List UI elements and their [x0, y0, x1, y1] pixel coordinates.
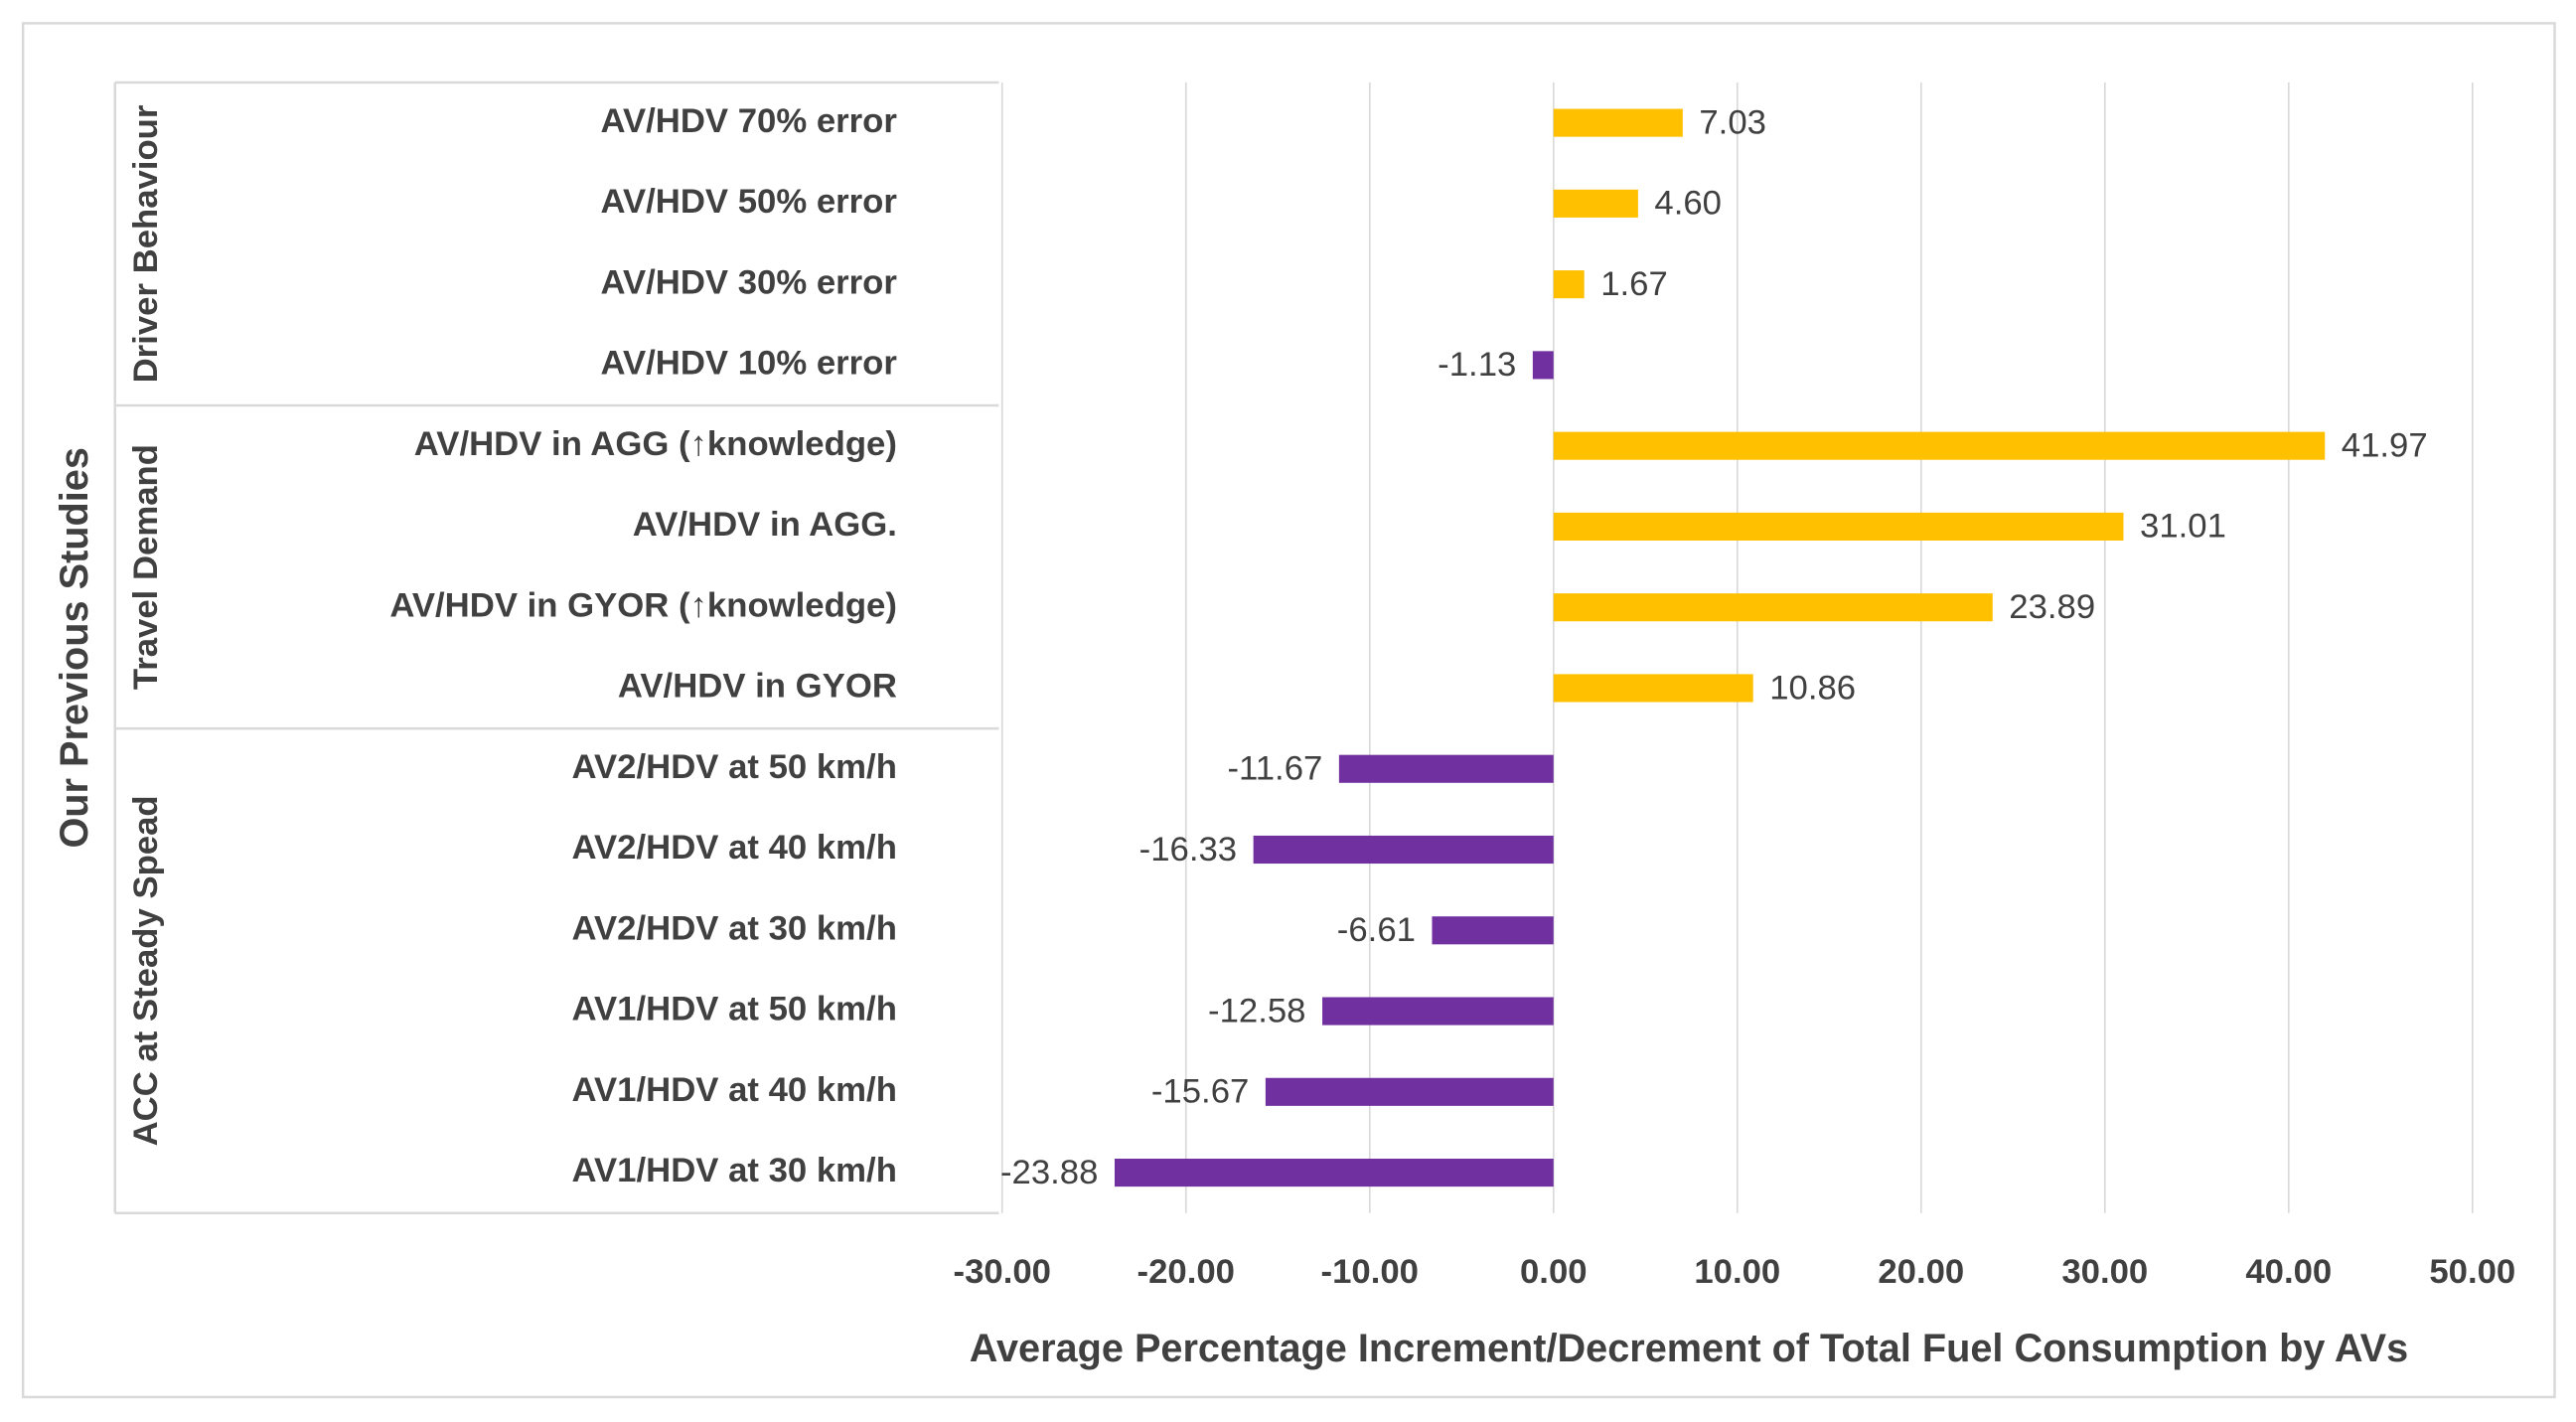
- value-label: 31.01: [2140, 508, 2226, 546]
- bar: [1553, 189, 1638, 218]
- bar: [1553, 593, 1993, 622]
- value-label: -12.58: [1208, 992, 1305, 1029]
- y-tick-label: AV2/HDV at 50 km/h: [572, 748, 897, 786]
- y-tick-label: AV/HDV in GYOR (↑knowledge): [389, 586, 897, 624]
- bar: [1265, 1077, 1554, 1106]
- x-axis-title: Average Percentage Increment/Decrement o…: [970, 1327, 2408, 1370]
- x-tick-label: 50.00: [2429, 1253, 2515, 1291]
- y-tick-label: AV/HDV in GYOR: [618, 668, 897, 706]
- bar: [1553, 431, 2326, 460]
- x-tick-label: 20.00: [1878, 1253, 1964, 1291]
- bar: [1338, 754, 1554, 783]
- y-tick-label: AV/HDV 10% error: [600, 345, 896, 383]
- value-label: -6.61: [1337, 911, 1416, 949]
- x-tick-label: 40.00: [2245, 1253, 2332, 1291]
- chart-frame: [21, 22, 2556, 1399]
- group-label: Driver Behaviour: [127, 105, 165, 384]
- value-label: 4.60: [1654, 185, 1722, 223]
- value-label: 7.03: [1699, 103, 1766, 141]
- y-tick-label: AV/HDV 30% error: [600, 263, 896, 301]
- y-tick-label: AV/HDV in AGG.: [633, 506, 897, 544]
- x-tick-label: 10.00: [1694, 1253, 1780, 1291]
- y-tick-label: AV1/HDV at 40 km/h: [572, 1071, 897, 1109]
- bar: [1553, 512, 2124, 541]
- group-label: Travel Demand: [127, 444, 165, 690]
- value-label: -23.88: [1000, 1154, 1098, 1191]
- bar: [1553, 674, 1753, 703]
- group-label: ACC at Steady Spead: [127, 795, 165, 1146]
- value-label: -16.33: [1139, 831, 1237, 869]
- bar: [1553, 270, 1585, 299]
- y-tick-label: AV/HDV in AGG (↑knowledge): [414, 425, 897, 463]
- bar: [1553, 108, 1683, 137]
- y-axis-title: Our Previous Studies: [53, 447, 96, 848]
- value-label: -11.67: [1227, 750, 1322, 788]
- bar: [1432, 916, 1554, 945]
- y-tick-label: AV2/HDV at 40 km/h: [572, 829, 897, 867]
- x-tick-label: -30.00: [954, 1253, 1051, 1291]
- bar: [1253, 835, 1554, 865]
- value-label: 10.86: [1769, 669, 1856, 707]
- x-tick-label: 30.00: [2061, 1253, 2148, 1291]
- x-tick-label: -10.00: [1321, 1253, 1419, 1291]
- bar: [1114, 1159, 1554, 1187]
- value-label: 1.67: [1600, 265, 1668, 303]
- value-label: 23.89: [2009, 588, 2095, 626]
- x-tick-label: 0.00: [1520, 1253, 1588, 1291]
- bar: [1532, 351, 1554, 380]
- y-tick-label: AV/HDV 50% error: [600, 183, 896, 221]
- value-label: -1.13: [1438, 346, 1516, 384]
- y-tick-label: AV/HDV 70% error: [600, 102, 896, 140]
- x-tick-label: -20.00: [1137, 1253, 1235, 1291]
- y-tick-label: AV1/HDV at 30 km/h: [572, 1152, 897, 1189]
- y-tick-label: AV1/HDV at 50 km/h: [572, 991, 897, 1028]
- bar: [1322, 997, 1554, 1026]
- value-label: 41.97: [2342, 426, 2428, 464]
- value-label: -15.67: [1151, 1073, 1249, 1111]
- y-tick-label: AV2/HDV at 30 km/h: [572, 909, 897, 947]
